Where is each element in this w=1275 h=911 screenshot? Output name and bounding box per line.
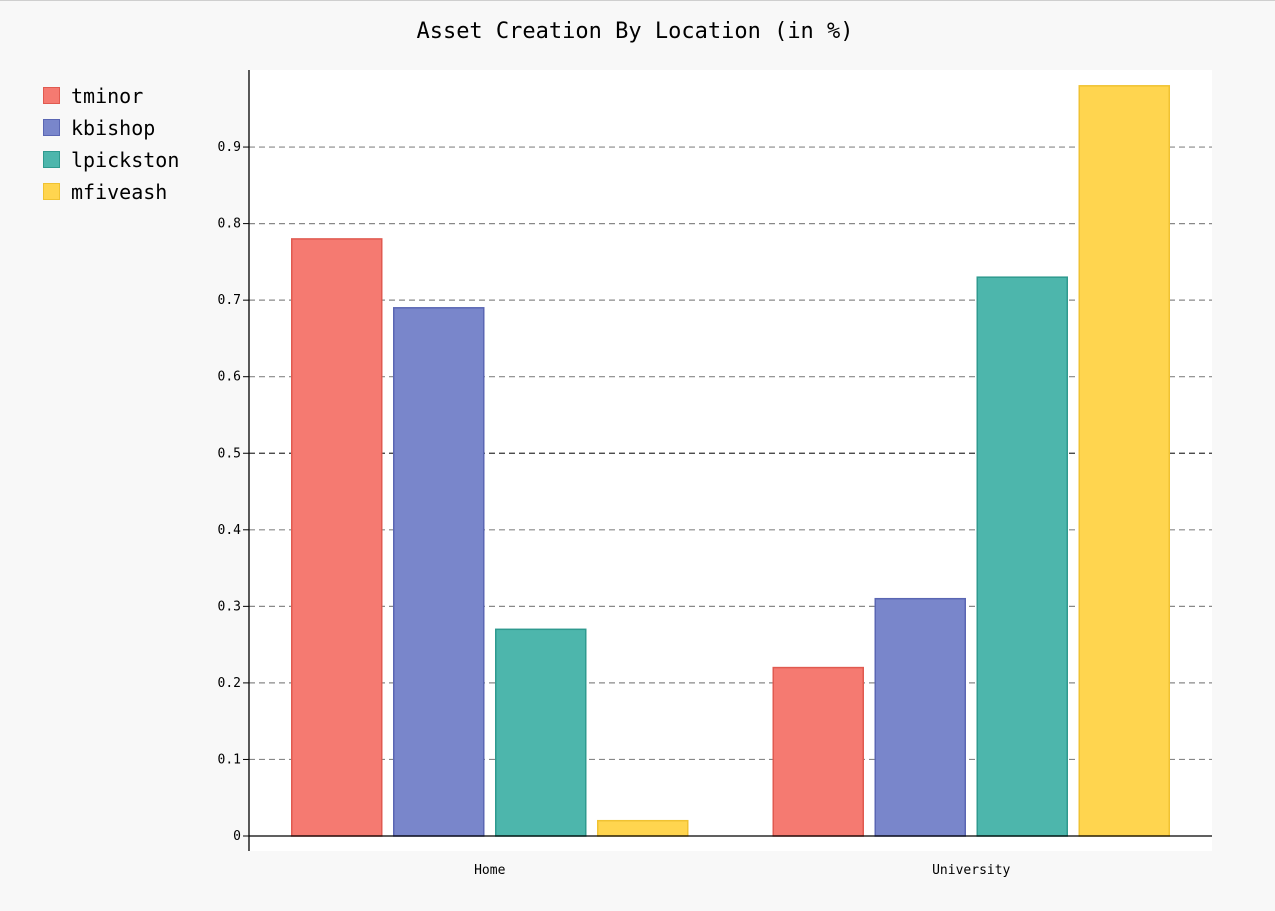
bar-lpickston-home — [495, 628, 587, 837]
legend-swatch-lpickston — [43, 151, 60, 168]
y-tick-label-6: 0.6 — [218, 370, 241, 385]
legend-swatch-mfiveash — [43, 183, 60, 200]
bar-tminor-university — [772, 666, 864, 837]
legend-label-mfiveash: mfiveash — [71, 180, 168, 204]
y-tick-label-9: 0.9 — [218, 140, 241, 155]
y-tick-label-3: 0.3 — [218, 599, 241, 614]
legend-label-kbishop: kbishop — [71, 116, 156, 140]
bar-kbishop-home — [393, 307, 485, 837]
y-tick-label-0: 0 — [233, 829, 241, 844]
bar-kbishop-university — [874, 597, 966, 837]
bar-mfiveash-home — [597, 819, 689, 837]
legend-swatch-kbishop — [43, 119, 60, 136]
legend-label-tminor: tminor — [71, 84, 144, 108]
y-tick-label-2: 0.2 — [218, 676, 241, 691]
window-top-border — [0, 0, 1275, 1]
legend-swatch-tminor — [43, 87, 60, 104]
bar-lpickston-university — [976, 276, 1068, 837]
x-tick-label-university: University — [932, 863, 1010, 878]
y-tick-label-4: 0.4 — [218, 523, 242, 538]
y-tick-label-8: 0.8 — [218, 217, 241, 232]
y-tick-label-7: 0.7 — [218, 293, 241, 308]
y-tick-label-5: 0.5 — [218, 446, 241, 461]
bar-tminor-home — [291, 238, 383, 837]
x-tick-label-home: Home — [474, 863, 505, 878]
legend-label-lpickston: lpickston — [71, 148, 180, 172]
bar-mfiveash-university — [1078, 85, 1170, 837]
chart-title: Asset Creation By Location (in %) — [416, 19, 854, 44]
y-tick-label-1: 0.1 — [218, 752, 241, 767]
